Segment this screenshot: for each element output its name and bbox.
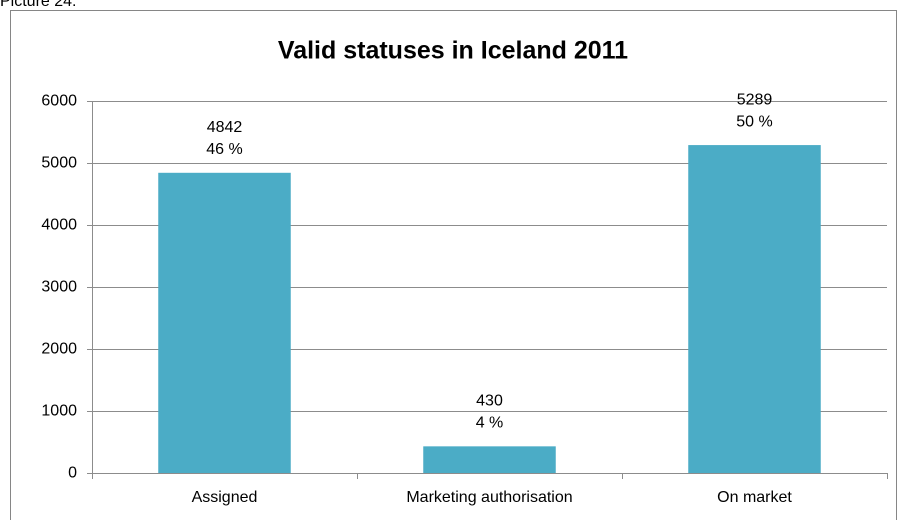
y-tick-label: 5000 xyxy=(41,155,77,172)
x-tick-label: Assigned xyxy=(192,489,258,506)
chart-title: Valid statuses in Iceland 2011 xyxy=(278,37,628,65)
y-tick-label: 4000 xyxy=(41,217,77,234)
value-label: 4842 xyxy=(207,119,243,136)
y-tick-label: 0 xyxy=(68,465,77,482)
chart-frame xyxy=(10,10,897,520)
y-tick-label: 3000 xyxy=(41,279,77,296)
value-label: 5289 xyxy=(737,91,773,108)
value-label: 430 xyxy=(476,393,503,410)
x-tick-label: Marketing authorisation xyxy=(406,489,572,506)
bar xyxy=(688,145,821,473)
y-tick-label: 1000 xyxy=(41,403,77,420)
y-tick-label: 6000 xyxy=(41,93,77,110)
share-label: 4 % xyxy=(476,415,504,432)
x-tick-label: On market xyxy=(717,489,792,506)
bar xyxy=(158,172,291,473)
share-label: 46 % xyxy=(206,141,242,158)
y-tick-label: 2000 xyxy=(41,341,77,358)
share-label: 50 % xyxy=(736,113,772,130)
caption: Picture 24. xyxy=(0,0,76,10)
bar xyxy=(423,446,556,473)
